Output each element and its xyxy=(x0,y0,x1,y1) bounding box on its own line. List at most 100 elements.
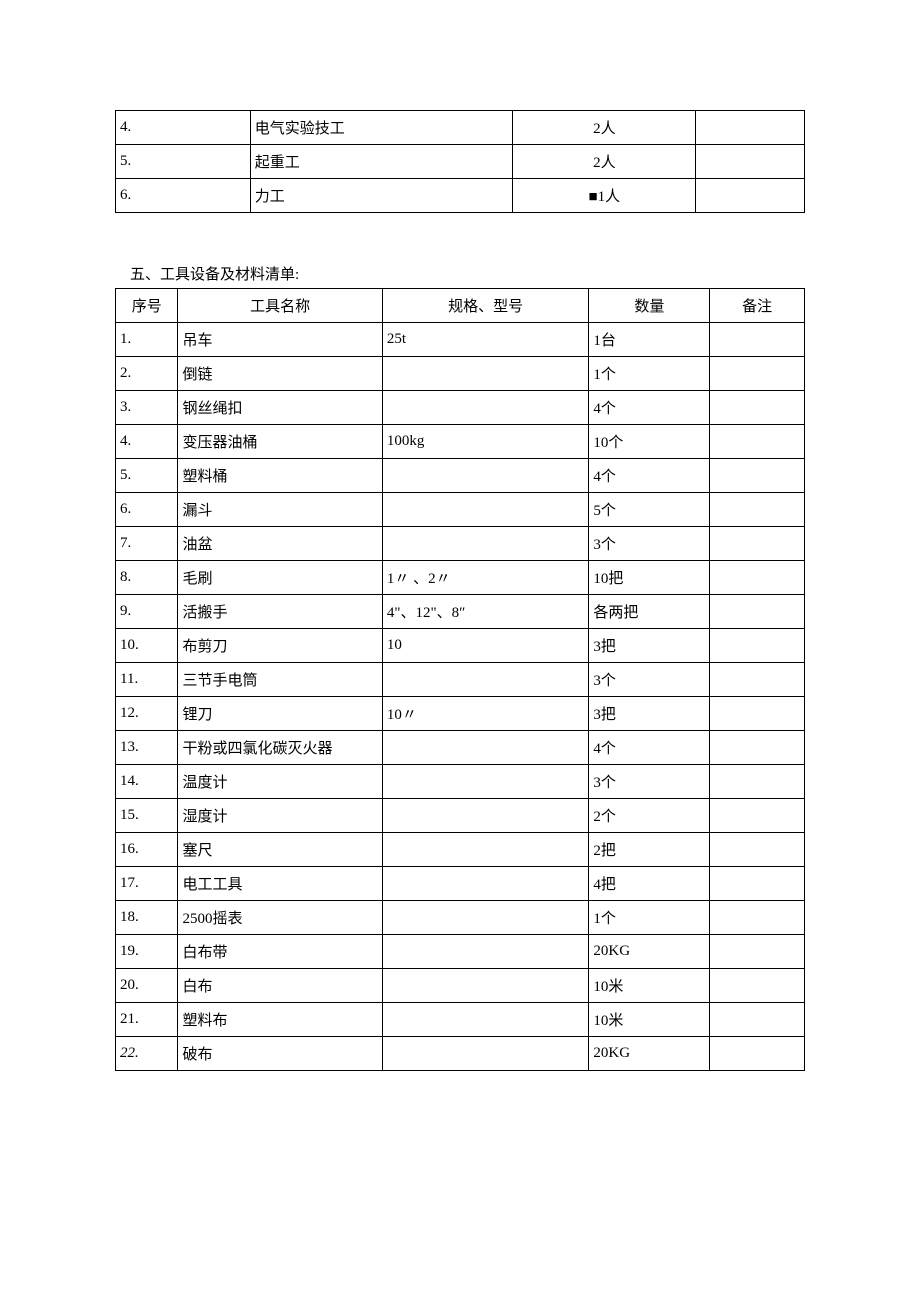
row-note xyxy=(710,1037,805,1071)
row-number: 19. xyxy=(116,935,178,969)
row-number: 4. xyxy=(116,111,251,145)
header-spec: 规格、型号 xyxy=(382,289,588,323)
row-number: 6. xyxy=(116,493,178,527)
row-qty: 4个 xyxy=(589,391,710,425)
header-qty: 数量 xyxy=(589,289,710,323)
row-number: 15. xyxy=(116,799,178,833)
row-spec xyxy=(382,493,588,527)
row-note xyxy=(710,323,805,357)
tools-table: 序号 工具名称 规格、型号 数量 备注 1.吊车25t1台2.倒链1个3.钢丝绳… xyxy=(115,288,805,1071)
row-qty: 各两把 xyxy=(589,595,710,629)
row-spec: 100kg xyxy=(382,425,588,459)
row-note xyxy=(710,935,805,969)
table-row: 6. 力工 ■1人 xyxy=(116,179,805,213)
row-spec xyxy=(382,1037,588,1071)
row-qty: 1台 xyxy=(589,323,710,357)
row-note xyxy=(710,969,805,1003)
row-qty: 3把 xyxy=(589,697,710,731)
row-name: 活搬手 xyxy=(178,595,382,629)
row-number: 10. xyxy=(116,629,178,663)
row-note xyxy=(710,1003,805,1037)
row-qty: 2把 xyxy=(589,833,710,867)
table-row: 6.漏斗5个 xyxy=(116,493,805,527)
row-name: 塑料布 xyxy=(178,1003,382,1037)
row-number: 22. xyxy=(116,1037,178,1071)
table-row: 14.温度计3个 xyxy=(116,765,805,799)
row-number: 5. xyxy=(116,145,251,179)
row-number: 21. xyxy=(116,1003,178,1037)
row-count: 2人 xyxy=(513,145,696,179)
row-note xyxy=(696,111,805,145)
row-spec xyxy=(382,459,588,493)
row-note xyxy=(710,867,805,901)
table-row: 3.钢丝绳扣4个 xyxy=(116,391,805,425)
row-spec xyxy=(382,1003,588,1037)
row-name: 锂刀 xyxy=(178,697,382,731)
row-qty: 3个 xyxy=(589,527,710,561)
row-note xyxy=(696,179,805,213)
row-qty: 3把 xyxy=(589,629,710,663)
row-qty: 4个 xyxy=(589,459,710,493)
row-number: 8. xyxy=(116,561,178,595)
table-row: 1.吊车25t1台 xyxy=(116,323,805,357)
row-note xyxy=(710,357,805,391)
table-row: 12.锂刀10〃3把 xyxy=(116,697,805,731)
header-num: 序号 xyxy=(116,289,178,323)
row-spec xyxy=(382,663,588,697)
row-note xyxy=(710,901,805,935)
table-row: 8.毛刷1〃 、2〃10把 xyxy=(116,561,805,595)
row-note xyxy=(710,765,805,799)
header-row: 序号 工具名称 规格、型号 数量 备注 xyxy=(116,289,805,323)
table-row: 2.倒链1个 xyxy=(116,357,805,391)
marker-icon: ■ xyxy=(589,188,598,205)
personnel-table-body: 4. 电气实验技工 2人 5. 起重工 2人 6. 力工 ■1人 xyxy=(116,111,805,213)
count-text: 1人 xyxy=(598,189,621,205)
row-count: 2人 xyxy=(513,111,696,145)
row-number: 12. xyxy=(116,697,178,731)
table-row: 16.塞尺2把 xyxy=(116,833,805,867)
row-spec xyxy=(382,935,588,969)
row-name: 2500摇表 xyxy=(178,901,382,935)
tools-table-body: 1.吊车25t1台2.倒链1个3.钢丝绳扣4个4.变压器油桶100kg10个5.… xyxy=(116,323,805,1071)
row-note xyxy=(710,629,805,663)
row-role: 起重工 xyxy=(250,145,513,179)
row-qty: 3个 xyxy=(589,663,710,697)
row-number: 17. xyxy=(116,867,178,901)
row-qty: 4把 xyxy=(589,867,710,901)
row-qty: 20KG xyxy=(589,1037,710,1071)
table-row: 7.油盆3个 xyxy=(116,527,805,561)
row-note xyxy=(710,697,805,731)
tools-table-head: 序号 工具名称 规格、型号 数量 备注 xyxy=(116,289,805,323)
table-row: 15.湿度计2个 xyxy=(116,799,805,833)
table-row: 18.2500摇表1个 xyxy=(116,901,805,935)
row-name: 塑料桶 xyxy=(178,459,382,493)
row-qty: 10米 xyxy=(589,1003,710,1037)
row-qty: 10米 xyxy=(589,969,710,1003)
header-note: 备注 xyxy=(710,289,805,323)
row-qty: 1个 xyxy=(589,357,710,391)
row-name: 变压器油桶 xyxy=(178,425,382,459)
row-note xyxy=(710,425,805,459)
table-row: 10.布剪刀103把 xyxy=(116,629,805,663)
row-number: 2. xyxy=(116,357,178,391)
row-qty: 2个 xyxy=(589,799,710,833)
row-name: 破布 xyxy=(178,1037,382,1071)
row-role: 力工 xyxy=(250,179,513,213)
row-note xyxy=(710,391,805,425)
row-spec xyxy=(382,391,588,425)
table-row: 4. 电气实验技工 2人 xyxy=(116,111,805,145)
row-spec: 25t xyxy=(382,323,588,357)
row-name: 干粉或四氯化碳灭火器 xyxy=(178,731,382,765)
row-number: 1. xyxy=(116,323,178,357)
row-name: 油盆 xyxy=(178,527,382,561)
table-row: 21.塑料布 10米 xyxy=(116,1003,805,1037)
row-note xyxy=(710,799,805,833)
row-qty: 3个 xyxy=(589,765,710,799)
row-name: 塞尺 xyxy=(178,833,382,867)
row-number: 18. xyxy=(116,901,178,935)
row-name: 毛刷 xyxy=(178,561,382,595)
row-name: 布剪刀 xyxy=(178,629,382,663)
row-qty: 5个 xyxy=(589,493,710,527)
header-name: 工具名称 xyxy=(178,289,382,323)
row-name: 温度计 xyxy=(178,765,382,799)
